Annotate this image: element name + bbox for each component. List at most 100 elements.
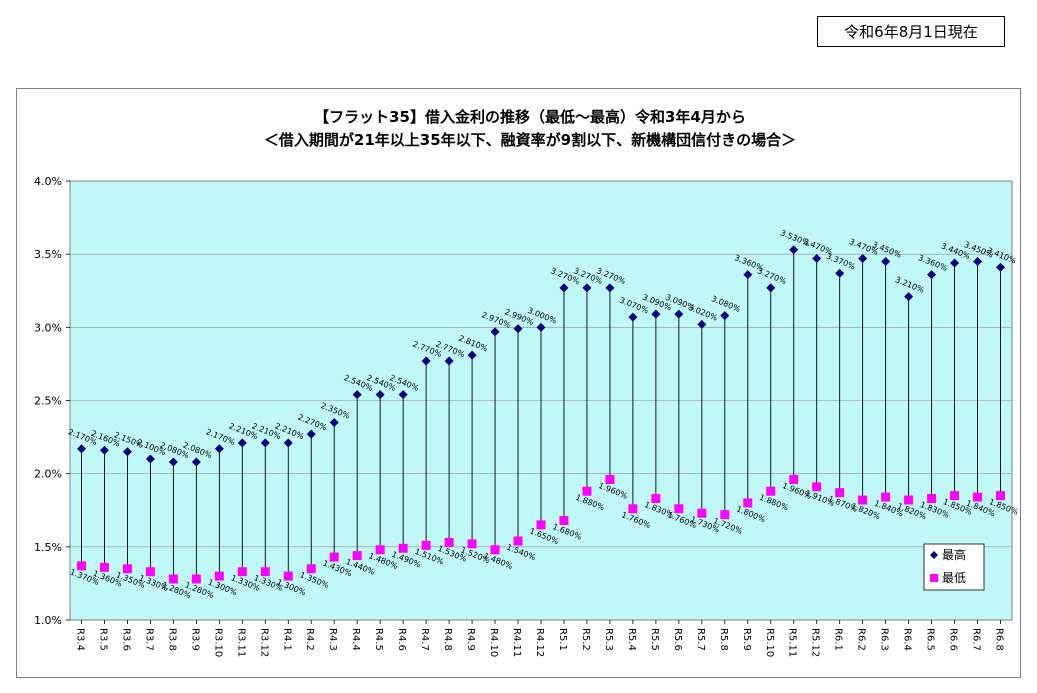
y-tick-label: 3.5% — [34, 248, 62, 261]
low-point — [812, 482, 822, 492]
x-tick-label: R4.10 — [488, 628, 499, 657]
high-point — [421, 356, 431, 366]
low-point — [444, 537, 454, 547]
high-point — [490, 327, 500, 337]
high-point — [996, 262, 1006, 272]
low-point — [168, 574, 178, 584]
y-axis: 1.0% 1.5% 2.0% 2.5% 3.0% 3.5% 4.0% — [34, 175, 70, 627]
low-point — [237, 567, 247, 577]
x-tick-label: R6.3 — [879, 628, 890, 651]
low-point — [559, 515, 569, 525]
low-point — [996, 491, 1006, 501]
high-point — [306, 429, 316, 439]
as-of-date: 令和6年8月1日現在 — [844, 23, 978, 41]
low-point — [536, 520, 546, 530]
x-tick-label: R6.5 — [925, 628, 936, 651]
x-tick-label: R4.11 — [511, 628, 522, 657]
high-point — [904, 292, 914, 302]
x-tick-label: R3.4 — [74, 628, 85, 651]
high-point — [766, 283, 776, 293]
low-point — [950, 491, 960, 501]
low-point — [720, 510, 730, 520]
high-point — [835, 268, 845, 278]
low-point — [99, 562, 109, 572]
high-point — [789, 245, 799, 255]
high-point — [513, 324, 523, 334]
high-point — [536, 322, 546, 332]
x-tick-label: R4.7 — [419, 628, 430, 651]
high-point — [812, 254, 822, 264]
x-tick-label: R3.9 — [189, 628, 200, 651]
x-tick-label: R5.4 — [626, 628, 637, 651]
low-point — [398, 543, 408, 553]
chart-title: 【フラット35】借入金利の推移（最低～最高）令和3年4月から — [314, 108, 746, 126]
x-tick-label: R4.8 — [442, 628, 453, 651]
high-point — [237, 438, 247, 448]
x-tick-label: R6.2 — [856, 628, 867, 651]
y-tick-label: 2.0% — [34, 468, 62, 481]
legend-low-marker — [930, 574, 938, 582]
high-point — [329, 417, 339, 427]
x-tick-label: R5.7 — [695, 628, 706, 651]
y-tick-label: 1.0% — [34, 614, 62, 627]
low-point — [582, 486, 592, 496]
low-point — [122, 564, 132, 574]
high-point — [973, 256, 983, 266]
y-tick-label: 4.0% — [34, 175, 62, 188]
low-point — [260, 567, 270, 577]
high-point — [651, 309, 661, 319]
x-tick-label: R6.4 — [902, 628, 913, 651]
x-tick-label: R6.7 — [971, 628, 982, 651]
high-point — [214, 444, 224, 454]
high-point — [881, 256, 891, 266]
low-point — [881, 492, 891, 502]
low-point — [628, 504, 638, 514]
low-point — [858, 495, 868, 505]
x-tick-label: R4.3 — [327, 628, 338, 651]
legend-high-marker — [930, 551, 938, 559]
high-point — [352, 390, 362, 400]
high-point — [697, 319, 707, 329]
high-point — [375, 390, 385, 400]
low-point — [467, 539, 477, 549]
high-point — [168, 457, 178, 467]
high-point — [950, 258, 960, 268]
x-tick-label: R3.12 — [258, 628, 269, 657]
low-point — [973, 492, 983, 502]
low-point — [743, 498, 753, 508]
high-point — [582, 283, 592, 293]
x-tick-label: R4.1 — [281, 628, 292, 651]
high-point — [122, 447, 132, 457]
x-tick-label: R5.11 — [787, 628, 798, 657]
x-tick-label: R3.6 — [120, 628, 131, 651]
x-tick-label: R3.8 — [166, 628, 177, 651]
low-point — [421, 540, 431, 550]
high-point — [191, 457, 201, 467]
low-point — [513, 536, 523, 546]
x-tick-label: R5.10 — [764, 628, 775, 657]
legend-high-label: 最高 — [942, 547, 966, 562]
x-tick-label: R5.2 — [580, 628, 591, 651]
low-point — [835, 488, 845, 498]
as-of-date-box: 令和6年8月1日現在 — [817, 16, 1005, 47]
x-tick-label: R5.9 — [741, 628, 752, 651]
x-tick-label: R4.5 — [373, 628, 384, 651]
x-tick-label: R5.5 — [649, 628, 660, 651]
x-tick-label: R4.12 — [534, 628, 545, 657]
low-point — [352, 551, 362, 561]
low-point — [214, 571, 224, 581]
x-tick-label: R5.8 — [718, 628, 729, 651]
x-tick-label: R5.12 — [810, 628, 821, 657]
high-point — [605, 283, 615, 293]
low-point — [904, 495, 914, 505]
low-point — [191, 574, 201, 584]
high-point — [398, 390, 408, 400]
x-tick-label: R4.6 — [396, 628, 407, 651]
high-point — [99, 445, 109, 455]
x-tick-label: R4.4 — [350, 628, 361, 651]
x-tick-label: R5.3 — [603, 628, 614, 651]
legend: 最高 最低 — [923, 543, 985, 591]
high-point — [743, 270, 753, 280]
high-point — [283, 438, 293, 448]
